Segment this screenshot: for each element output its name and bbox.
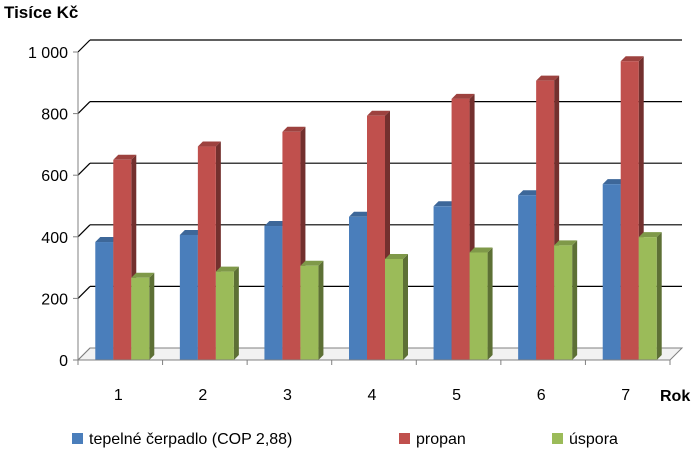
legend-item-tepelne-cerpadlo: tepelné čerpadlo (COP 2,88) [72, 431, 292, 448]
x-tick-label: 3 [283, 387, 292, 404]
bar-top [451, 93, 475, 99]
bar-front [367, 115, 385, 360]
x-tick-label: 1 [114, 387, 123, 404]
bar-uspora [215, 266, 239, 360]
bars-layer [95, 56, 662, 361]
bar-front [179, 234, 198, 360]
gridline-depth [77, 285, 91, 299]
bar-front [215, 271, 234, 360]
bar-front [385, 258, 403, 360]
bar-front [451, 98, 470, 360]
chart-title: Tisíce Kč [4, 3, 78, 22]
y-tick-label: 200 [41, 291, 68, 308]
bar-front [602, 184, 621, 360]
bar-front [536, 80, 555, 361]
bar-top [215, 266, 239, 272]
bar-uspora [469, 247, 493, 360]
bar-front [264, 226, 283, 360]
bar-front [554, 245, 573, 360]
bar-front [197, 146, 216, 360]
bar-top [264, 221, 288, 227]
bar-front [131, 277, 150, 360]
bar-top [620, 56, 644, 62]
bar-side [656, 232, 662, 360]
bar-side [149, 272, 155, 360]
y-tick-label: 800 [41, 107, 68, 124]
bar-uspora [300, 260, 324, 360]
bar-top [554, 240, 578, 246]
bar-side [233, 266, 239, 360]
bar-front [282, 131, 301, 360]
bar-front [113, 159, 132, 360]
bar-front [518, 195, 537, 360]
bar-top [367, 110, 390, 116]
bar-side [487, 247, 493, 360]
bar-top [518, 190, 542, 196]
bar-top [300, 260, 324, 266]
x-tick-label: 2 [198, 387, 207, 404]
legend: tepelné čerpadlo (COP 2,88) propan úspora [72, 431, 618, 448]
bar-front [638, 237, 657, 360]
bar-front [349, 216, 367, 360]
legend-label: úspora [569, 431, 618, 448]
bar-front [469, 252, 488, 360]
legend-item-propan: propan [399, 431, 466, 448]
bar-side [403, 253, 408, 360]
bar-top [469, 247, 493, 253]
legend-swatch [399, 433, 410, 444]
gridline-depth [77, 224, 91, 238]
bar-top [638, 232, 662, 238]
y-tick-label: 0 [59, 353, 68, 370]
bar-uspora [385, 253, 408, 360]
legend-label: tepelné čerpadlo (COP 2,88) [89, 431, 292, 448]
y-tick-label: 400 [41, 230, 68, 247]
x-tick-label: 5 [452, 387, 461, 404]
gridline-depth [77, 162, 91, 176]
bar-top [197, 141, 221, 147]
bar-front [620, 61, 639, 361]
gridline-depth [77, 39, 91, 53]
y-tick-label: 600 [41, 168, 68, 185]
depth-edge [77, 347, 91, 361]
bar-uspora [131, 272, 155, 360]
y-tick-label: 1 000 [28, 45, 68, 62]
bar-front [433, 206, 452, 360]
bar-top [536, 75, 560, 81]
bar-top [113, 154, 137, 160]
bar-top [282, 126, 306, 132]
legend-swatch [552, 433, 563, 444]
bar-side [318, 260, 324, 360]
bar-top [433, 201, 457, 207]
x-tick-label: 4 [368, 387, 377, 404]
bar-top [349, 211, 372, 217]
axis-layer: 0 200 400 600 800 1 000 1 2 3 4 5 6 7 [28, 45, 671, 404]
legend-item-uspora: úspora [552, 431, 618, 448]
bar-side [572, 240, 578, 360]
x-tick-label: 7 [621, 387, 630, 404]
bar-top [179, 229, 203, 235]
bar-uspora [638, 232, 662, 360]
bar-uspora [554, 240, 578, 360]
legend-label: propan [416, 431, 466, 448]
bar-top [131, 272, 155, 278]
bar-top [602, 179, 626, 185]
bar-front [300, 265, 319, 360]
bar-top [95, 237, 119, 243]
x-axis-title: Rok [660, 388, 690, 405]
legend-swatch [72, 433, 83, 444]
bar-front [95, 242, 114, 360]
gridline-depth [77, 101, 91, 115]
bar-top [385, 253, 408, 259]
x-tick-label: 6 [537, 387, 546, 404]
